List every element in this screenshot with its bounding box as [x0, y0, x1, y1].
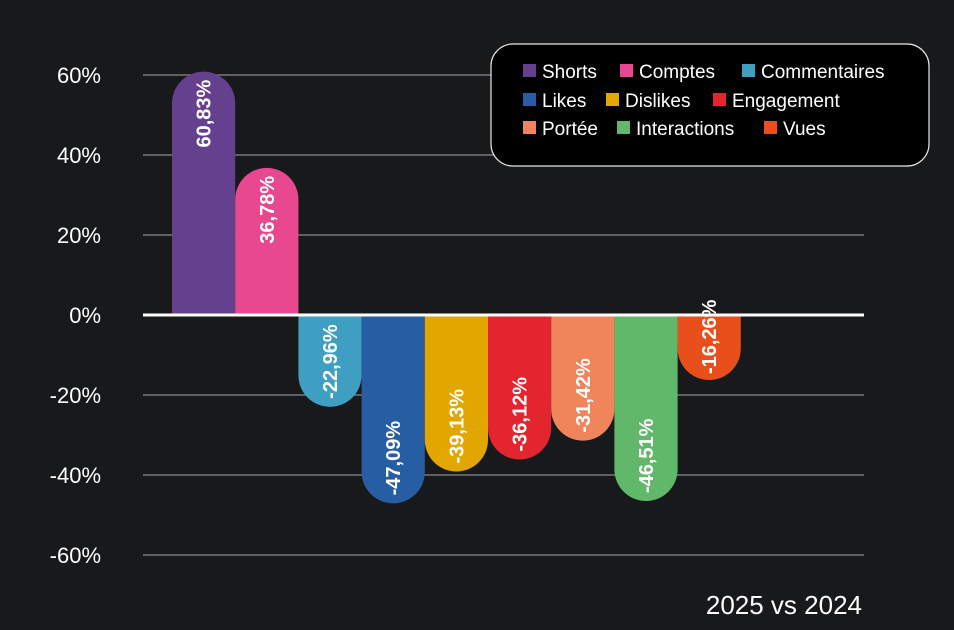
legend-label: Comptes	[639, 62, 715, 83]
legend-swatch	[523, 93, 536, 106]
legend: Shorts Comptes Commentaires Likes Dislikes En…	[490, 43, 930, 167]
y-tick-label: 0%	[69, 303, 101, 328]
bar-commentaires	[298, 315, 362, 407]
bar-comptes	[235, 167, 299, 315]
legend-swatch	[620, 64, 633, 77]
bars: 60,83% 36,78% -22,96% -47,09% -39,13% -36,12%…	[172, 71, 741, 504]
bar-engagement	[488, 315, 552, 460]
y-tick-label: -20%	[50, 383, 101, 408]
bar-likes	[361, 315, 425, 504]
legend-label: Commentaires	[761, 62, 885, 83]
bar-value-label: -16,26%	[699, 299, 721, 374]
bar-vues	[677, 315, 741, 381]
legend-label: Portée	[542, 119, 598, 140]
bar-value-label: -31,42%	[573, 358, 595, 433]
legend-swatch	[742, 64, 755, 77]
legend-label: Shorts	[542, 62, 597, 83]
bar-value-label: -39,13%	[446, 389, 468, 464]
legend-swatch	[713, 93, 726, 106]
bar-interactions	[614, 315, 678, 501]
legend-label: Dislikes	[625, 91, 690, 112]
legend-box	[490, 43, 930, 167]
bar-portée	[551, 315, 615, 441]
legend-label: Likes	[542, 91, 586, 112]
y-tick-label: 20%	[57, 223, 101, 248]
bar-value-label: -36,12%	[510, 377, 532, 452]
legend-label: Engagement	[732, 91, 840, 112]
legend-swatch	[764, 121, 777, 134]
bar-value-label: -46,51%	[636, 418, 658, 493]
y-tick-label: 40%	[57, 143, 101, 168]
bar-value-label: 60,83%	[194, 79, 216, 147]
bar-value-label: -22,96%	[320, 324, 342, 399]
legend-swatch	[606, 93, 619, 106]
legend-swatch	[617, 121, 630, 134]
legend-swatch	[523, 64, 536, 77]
bar-dislikes	[424, 315, 488, 472]
y-tick-label: -60%	[50, 543, 101, 568]
bar-value-label: -47,09%	[383, 421, 405, 496]
y-tick-label: -40%	[50, 463, 101, 488]
legend-swatch	[523, 121, 536, 134]
chart-caption: 2025 vs 2024	[706, 590, 862, 620]
y-axis-ticks: 60% 40% 20% 0% -20% -40% -60%	[50, 63, 101, 568]
bar-shorts	[172, 71, 236, 316]
bar-value-label: 36,78%	[257, 176, 279, 244]
y-tick-label: 60%	[57, 63, 101, 88]
legend-label: Interactions	[636, 119, 734, 140]
legend-label: Vues	[783, 119, 826, 140]
